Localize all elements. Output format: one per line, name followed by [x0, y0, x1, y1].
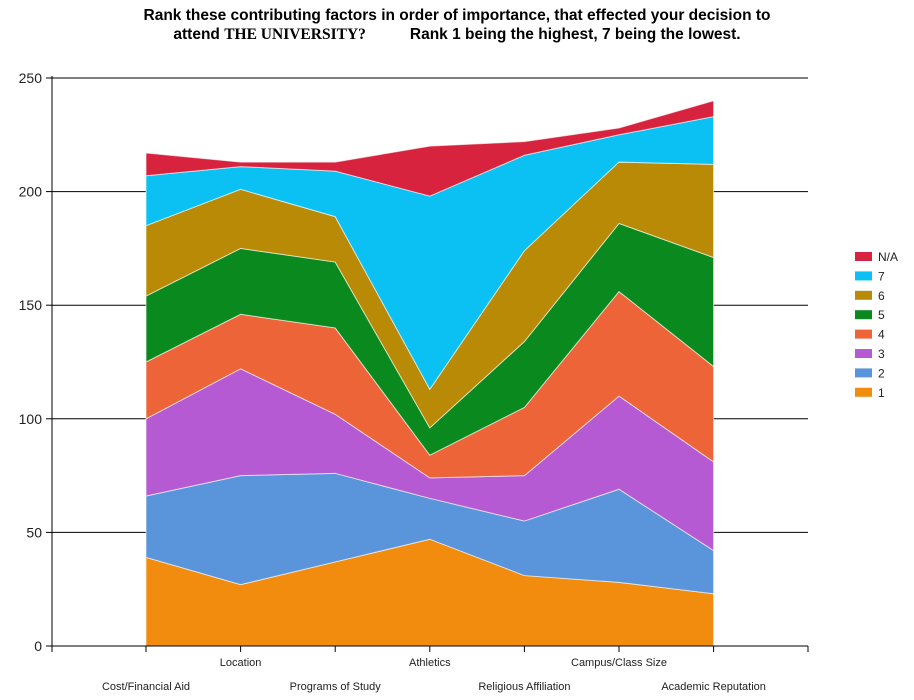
legend-swatch-4: [855, 329, 872, 339]
x-tick-label-cost-financial-aid: Cost/Financial Aid: [102, 681, 190, 693]
legend-label-7: 7: [878, 269, 885, 283]
y-tick-label-150: 150: [19, 297, 43, 313]
chart-title-line-2-suffix: Rank 1 being the highest, 7 being the lo…: [409, 26, 741, 43]
legend-label-5: 5: [878, 308, 885, 322]
y-tick-label-100: 100: [19, 411, 43, 427]
y-tick-label-50: 50: [26, 524, 42, 540]
x-tick-label-religious-affiliation: Religious Affiliation: [478, 681, 570, 693]
legend-label-6: 6: [878, 289, 885, 303]
y-tick-label-0: 0: [34, 638, 42, 654]
chart-title-line-2: attend THE UNIVERSITY? Rank 1 being the h…: [0, 25, 914, 44]
chart-title-line-2-prefix: attend: [173, 26, 225, 43]
x-tick-label-athletics: Athletics: [409, 657, 451, 669]
legend-swatch-3: [855, 349, 872, 358]
legend: N/A 7 6 5 4 3 2 1: [855, 250, 898, 400]
y-tick-label-250: 250: [19, 70, 43, 86]
legend-label-n-a: N/A: [878, 250, 898, 264]
axes: 0 50 100 150 200 250 Cost/Financial Aid Locatio…: [19, 70, 809, 693]
x-tick-label-campus-class-size: Campus/Class Size: [571, 657, 667, 669]
x-tick-label-location: Location: [220, 657, 262, 669]
chart-title-university: THE UNIVERSITY?: [224, 26, 366, 43]
legend-label-1: 1: [878, 386, 885, 400]
legend-swatch-6: [855, 290, 872, 300]
legend-swatch-n-a: [855, 252, 872, 261]
x-tick-label-academic-reputation: Academic Reputation: [661, 681, 766, 693]
chart-title: Rank these contributing factors in order…: [0, 6, 914, 44]
legend-label-3: 3: [878, 347, 885, 361]
legend-swatch-5: [855, 310, 872, 320]
legend-label-2: 2: [878, 366, 885, 380]
x-tick-label-programs-of-study: Programs of Study: [290, 681, 382, 693]
legend-label-4: 4: [878, 328, 885, 342]
chart-title-line-1: Rank these contributing factors in order…: [143, 7, 771, 24]
area-series-n-a: [145, 100, 715, 197]
area-series-group: [145, 100, 715, 647]
legend-swatch-7: [855, 271, 872, 281]
legend-swatch-1: [855, 387, 872, 397]
y-tick-label-200: 200: [19, 184, 43, 200]
legend-swatch-2: [855, 368, 872, 378]
